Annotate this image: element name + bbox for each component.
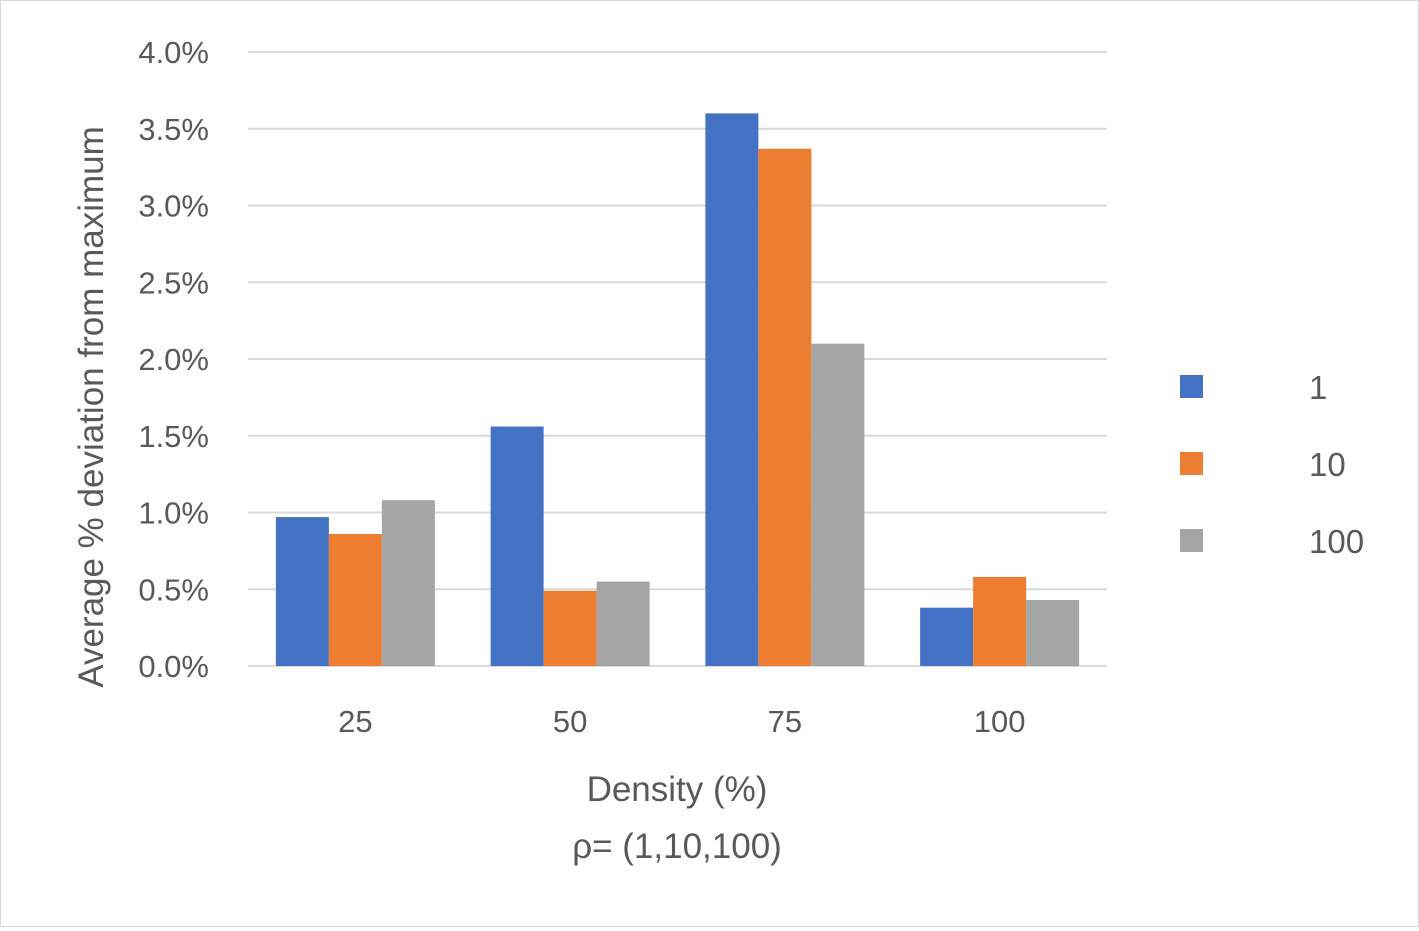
x-tick-label: 75 — [768, 704, 802, 739]
y-tick-label: 2.0% — [138, 342, 209, 377]
x-axis-tick-labels: 25 50 75 100 — [338, 704, 1025, 739]
bar-50-series-1 — [490, 426, 544, 666]
y-axis-title: Average % deviation from maximum — [72, 126, 111, 688]
y-tick-label: 0.0% — [138, 649, 209, 684]
bar-100-series-10 — [973, 576, 1027, 666]
y-tick-label: 3.0% — [138, 189, 209, 224]
bar-100-series-100 — [1026, 599, 1080, 666]
bar-25-series-1 — [275, 517, 329, 666]
legend-swatch — [1180, 452, 1203, 475]
y-tick-label: 2.5% — [138, 265, 209, 300]
y-tick-label: 4.0% — [138, 35, 209, 70]
legend-label: 1 — [1309, 369, 1327, 406]
y-tick-label: 1.0% — [138, 496, 209, 531]
legend-label: 10 — [1309, 446, 1346, 483]
bar-100-series-1 — [920, 607, 974, 666]
y-tick-label: 0.5% — [138, 572, 209, 607]
bar-75-series-1 — [705, 113, 759, 666]
bars — [275, 113, 1080, 666]
legend: 1 10 100 — [1180, 369, 1364, 560]
bar-75-series-100 — [811, 343, 865, 666]
y-axis-tick-labels: 0.0% 0.5% 1.0% 1.5% 2.0% 2.5% 3.0% 3.5% 4.0% — [138, 35, 209, 684]
x-tick-label: 25 — [338, 704, 372, 739]
bar-25-series-10 — [328, 533, 382, 666]
legend-swatch — [1180, 529, 1203, 552]
legend-swatch — [1180, 375, 1203, 398]
bar-50-series-100 — [596, 581, 650, 666]
bar-50-series-10 — [543, 590, 597, 666]
bar-25-series-100 — [381, 500, 435, 666]
legend-label: 100 — [1309, 523, 1364, 560]
x-tick-label: 100 — [974, 704, 1026, 739]
x-axis-subtitle: ρ= (1,10,100) — [572, 827, 782, 866]
y-tick-label: 3.5% — [138, 112, 209, 147]
x-tick-label: 50 — [553, 704, 587, 739]
bar-75-series-10 — [758, 148, 812, 666]
x-axis-title: Density (%) — [587, 770, 768, 809]
y-tick-label: 1.5% — [138, 419, 209, 454]
